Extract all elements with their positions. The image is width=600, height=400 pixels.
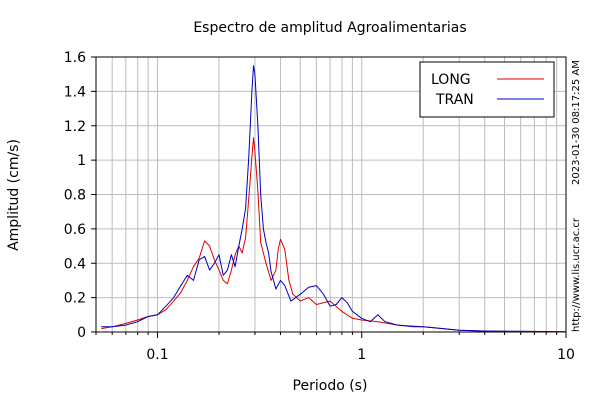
series-line-long [101, 137, 567, 333]
x-axis-label: Periodo (s) [293, 378, 368, 394]
y-tick-label: 0.2 [64, 291, 86, 307]
source-url-text: http://www.lis.ucr.ac.cr [571, 217, 582, 332]
series-layer [101, 65, 567, 333]
y-tick-label: 0.6 [64, 222, 86, 238]
x-tick-label: 10 [557, 347, 575, 363]
y-tick-label: 1.4 [64, 84, 86, 100]
chart-title: Espectro de amplitud Agroalimentarias [193, 20, 466, 36]
legend-label-tran: TRAN [435, 92, 474, 108]
x-tick-label: 0.1 [146, 347, 168, 363]
grid [96, 57, 566, 332]
legend-box [419, 61, 555, 118]
y-axis-label: Amplitud (cm/s) [6, 139, 22, 251]
axis-ticks: 0 0.2 0.4 0.6 0.8 1 1.2 1.4 1.6 0.1 1 10 [64, 50, 575, 363]
y-tick-label: 0 [77, 325, 86, 341]
legend: LONG TRAN [419, 61, 555, 118]
y-tick-label: 0.4 [64, 256, 86, 272]
y-tick-label: 0.8 [64, 188, 86, 204]
y-tick-label: 1.2 [64, 119, 86, 135]
y-tick-label: 1 [77, 153, 86, 169]
timestamp-text: 2023-01-30 08:17:25 AM [571, 60, 582, 185]
x-tick-label: 1 [357, 347, 366, 363]
legend-label-long: LONG [431, 72, 471, 88]
y-tick-label: 1.6 [64, 50, 86, 66]
series-line-tran [101, 65, 567, 333]
